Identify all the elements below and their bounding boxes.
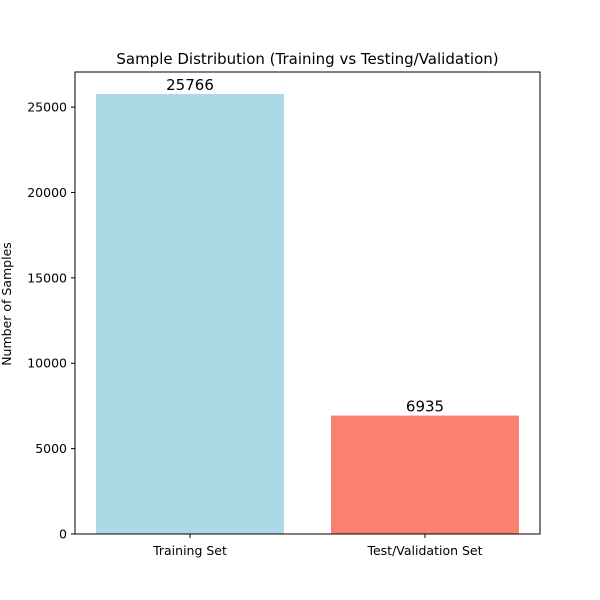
y-axis-label: Number of Samples (0, 242, 14, 366)
data-label-0: 25766 (166, 76, 214, 94)
y-axis-ticks: 0 5000 10000 15000 20000 25000 (27, 100, 75, 542)
bar-1 (331, 415, 519, 534)
x-tick-label-0: Training Set (152, 543, 227, 558)
bar-0 (96, 94, 284, 534)
plot-frame (74, 71, 541, 535)
y-tick-label-0: 0 (59, 527, 67, 542)
y-tick-label-5: 25000 (27, 100, 67, 115)
chart-title: Sample Distribution (Training vs Testing… (116, 50, 498, 68)
data-label-1: 6935 (406, 398, 444, 416)
x-tick-label-1: Test/Validation Set (366, 543, 482, 558)
y-tick-label-3: 15000 (27, 270, 67, 285)
y-tick-label-2: 10000 (27, 356, 67, 371)
bars-group: 25766 6935 (96, 76, 519, 534)
y-tick-label-1: 5000 (35, 441, 67, 456)
y-tick-label-4: 20000 (27, 185, 67, 200)
x-axis-ticks: Training Set Test/Validation Set (152, 534, 483, 558)
